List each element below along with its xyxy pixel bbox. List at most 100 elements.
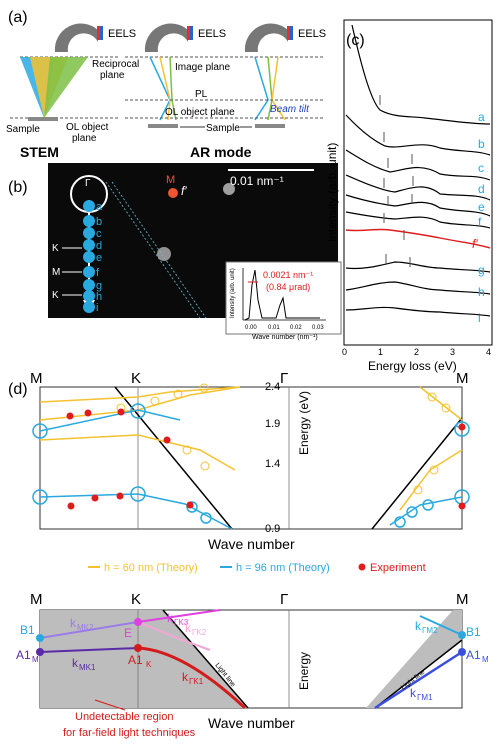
inset-annotation-1: 0.0021 nm⁻¹ — [263, 270, 313, 280]
svg-text:a: a — [478, 110, 485, 124]
eels-detector-icon-3 — [244, 23, 288, 52]
eels-detector-icon-2 — [144, 23, 188, 52]
ar-mode-label: AR mode — [190, 144, 252, 160]
svg-text:Γ: Γ — [280, 591, 288, 608]
svg-text:K: K — [131, 370, 141, 387]
svg-text:0: 0 — [342, 347, 347, 357]
m-label-2: M — [52, 267, 60, 278]
svg-text:k: k — [410, 686, 417, 700]
panel-b-label: (b) — [8, 179, 28, 196]
svg-text:k: k — [415, 619, 422, 633]
svg-text:i: i — [478, 311, 481, 325]
theory-h96-curves — [39, 409, 463, 530]
svg-text:0.00: 0.00 — [245, 325, 257, 331]
svg-text:Experiment: Experiment — [370, 562, 426, 574]
svg-text:K: K — [146, 660, 152, 669]
panel-e-xlabel: Wave number — [208, 715, 295, 731]
theory-h96-markers — [32, 403, 470, 528]
svg-text:k: k — [167, 611, 174, 625]
svg-text:M: M — [30, 370, 43, 387]
f-prime-label: f′ — [181, 184, 187, 198]
svg-text:M: M — [482, 655, 489, 664]
undetectable-region — [40, 610, 248, 708]
svg-text:2.4: 2.4 — [265, 381, 280, 393]
ol-object-plane-label-1a: OL object — [66, 122, 109, 133]
svg-text:c: c — [478, 161, 484, 175]
detector-bars-icon — [97, 26, 101, 40]
svg-text:ΓK1: ΓK1 — [189, 677, 204, 686]
undetectable-label-2: for far-field light techniques — [63, 727, 196, 739]
panel-d-label: (d) — [8, 381, 28, 398]
svg-text:i: i — [96, 302, 98, 314]
svg-text:K: K — [131, 591, 141, 608]
svg-text:k: k — [70, 616, 77, 630]
svg-text:k: k — [185, 621, 192, 635]
sample-label-1: Sample — [6, 124, 40, 135]
reciprocal-plane-label-2: plane — [100, 70, 125, 81]
svg-text:ΓK3: ΓK3 — [174, 618, 189, 627]
svg-text:4: 4 — [486, 347, 491, 357]
panel-a: (a) EELS Reciprocal plane Sample OL obje… — [6, 9, 326, 160]
svg-text:h: h — [478, 285, 485, 299]
panel-d-xlabel: Wave number — [208, 536, 295, 552]
inset-xlabel: Wave number (nm⁻¹) — [252, 334, 318, 341]
svg-text:e: e — [96, 252, 102, 264]
pl-label: PL — [195, 89, 208, 100]
spectra-curves — [345, 24, 491, 317]
peak-markers — [379, 95, 414, 267]
svg-text:b: b — [478, 137, 485, 151]
eels-detector-icon — [54, 23, 98, 52]
theory-h60-curves — [39, 386, 463, 511]
dispersion-frame — [39, 386, 463, 530]
eels-label-3: EELS — [298, 28, 326, 40]
panel-d-ylabel: Energy (eV) — [297, 391, 311, 455]
undetectable-label-1: Undetectable region — [75, 711, 173, 723]
svg-text:e: e — [478, 200, 485, 214]
band-gk2 — [137, 621, 211, 651]
panel-d-yticks: 2.4 1.9 1.4 0.9 — [265, 381, 280, 535]
svg-text:ΓK2: ΓK2 — [192, 628, 207, 637]
svg-text:b: b — [96, 216, 102, 228]
stem-label: STEM — [20, 144, 59, 160]
e-label: E — [124, 626, 132, 640]
panel-c: (c) Intensity (arb. unit) a b — [325, 19, 493, 373]
experiment-points — [66, 408, 466, 510]
band-mk2 — [39, 621, 139, 639]
svg-text:M: M — [456, 591, 469, 608]
svg-text:f′: f′ — [472, 237, 478, 251]
svg-text:a: a — [96, 201, 103, 213]
svg-text:d: d — [478, 182, 485, 196]
svg-text:ΓM1: ΓM1 — [417, 693, 433, 702]
series-labels: a b c d e f f′ g h i — [472, 110, 485, 325]
svg-text:1.4: 1.4 — [265, 458, 280, 470]
b1-left-label: B1 — [20, 623, 35, 637]
panel-c-ylabel: Intensity (arb. unit) — [325, 143, 339, 242]
svg-text:0.02: 0.02 — [290, 325, 302, 331]
svg-text:k: k — [182, 670, 189, 684]
panel-d: (d) M K Γ M 2.4 1.9 1.4 0.9 Energy (eV) — [8, 370, 470, 574]
k-label-1: K — [52, 243, 59, 254]
m-red-dot — [168, 188, 178, 198]
scale-bar-label: 0.01 nm⁻¹ — [230, 174, 284, 188]
a1m-right-label: A1 — [466, 648, 481, 662]
gamma-label: Γ — [85, 178, 91, 189]
svg-text:h = 96 nm (Theory): h = 96 nm (Theory) — [236, 562, 330, 574]
svg-text:1.9: 1.9 — [265, 418, 280, 430]
light-line-right — [371, 417, 463, 530]
k-label-2: K — [52, 290, 59, 301]
svg-text:g: g — [478, 263, 485, 277]
panel-e: M K Γ M B1 A1 M k MK2 k MK1 E A — [16, 591, 489, 739]
panel-d-legend: h = 60 nm (Theory) h = 96 nm (Theory) Ex… — [88, 562, 426, 574]
band-mk1 — [39, 647, 139, 653]
eels-label-1: EELS — [108, 28, 136, 40]
inset-plot: Intensity (arb. unit) 0.00 0.01 0.02 0.0… — [225, 261, 342, 341]
beam-tilt-label: Beam tilt — [270, 104, 310, 115]
energy-label: Energy — [297, 652, 311, 690]
inset-ylabel: Intensity (arb. unit) — [230, 268, 236, 318]
svg-text:0.9: 0.9 — [265, 523, 280, 535]
a1m-left-label: A1 — [16, 648, 31, 662]
svg-text:ΓM2: ΓM2 — [422, 626, 438, 635]
svg-text:MK2: MK2 — [77, 623, 94, 632]
band-gm1 — [374, 650, 463, 710]
